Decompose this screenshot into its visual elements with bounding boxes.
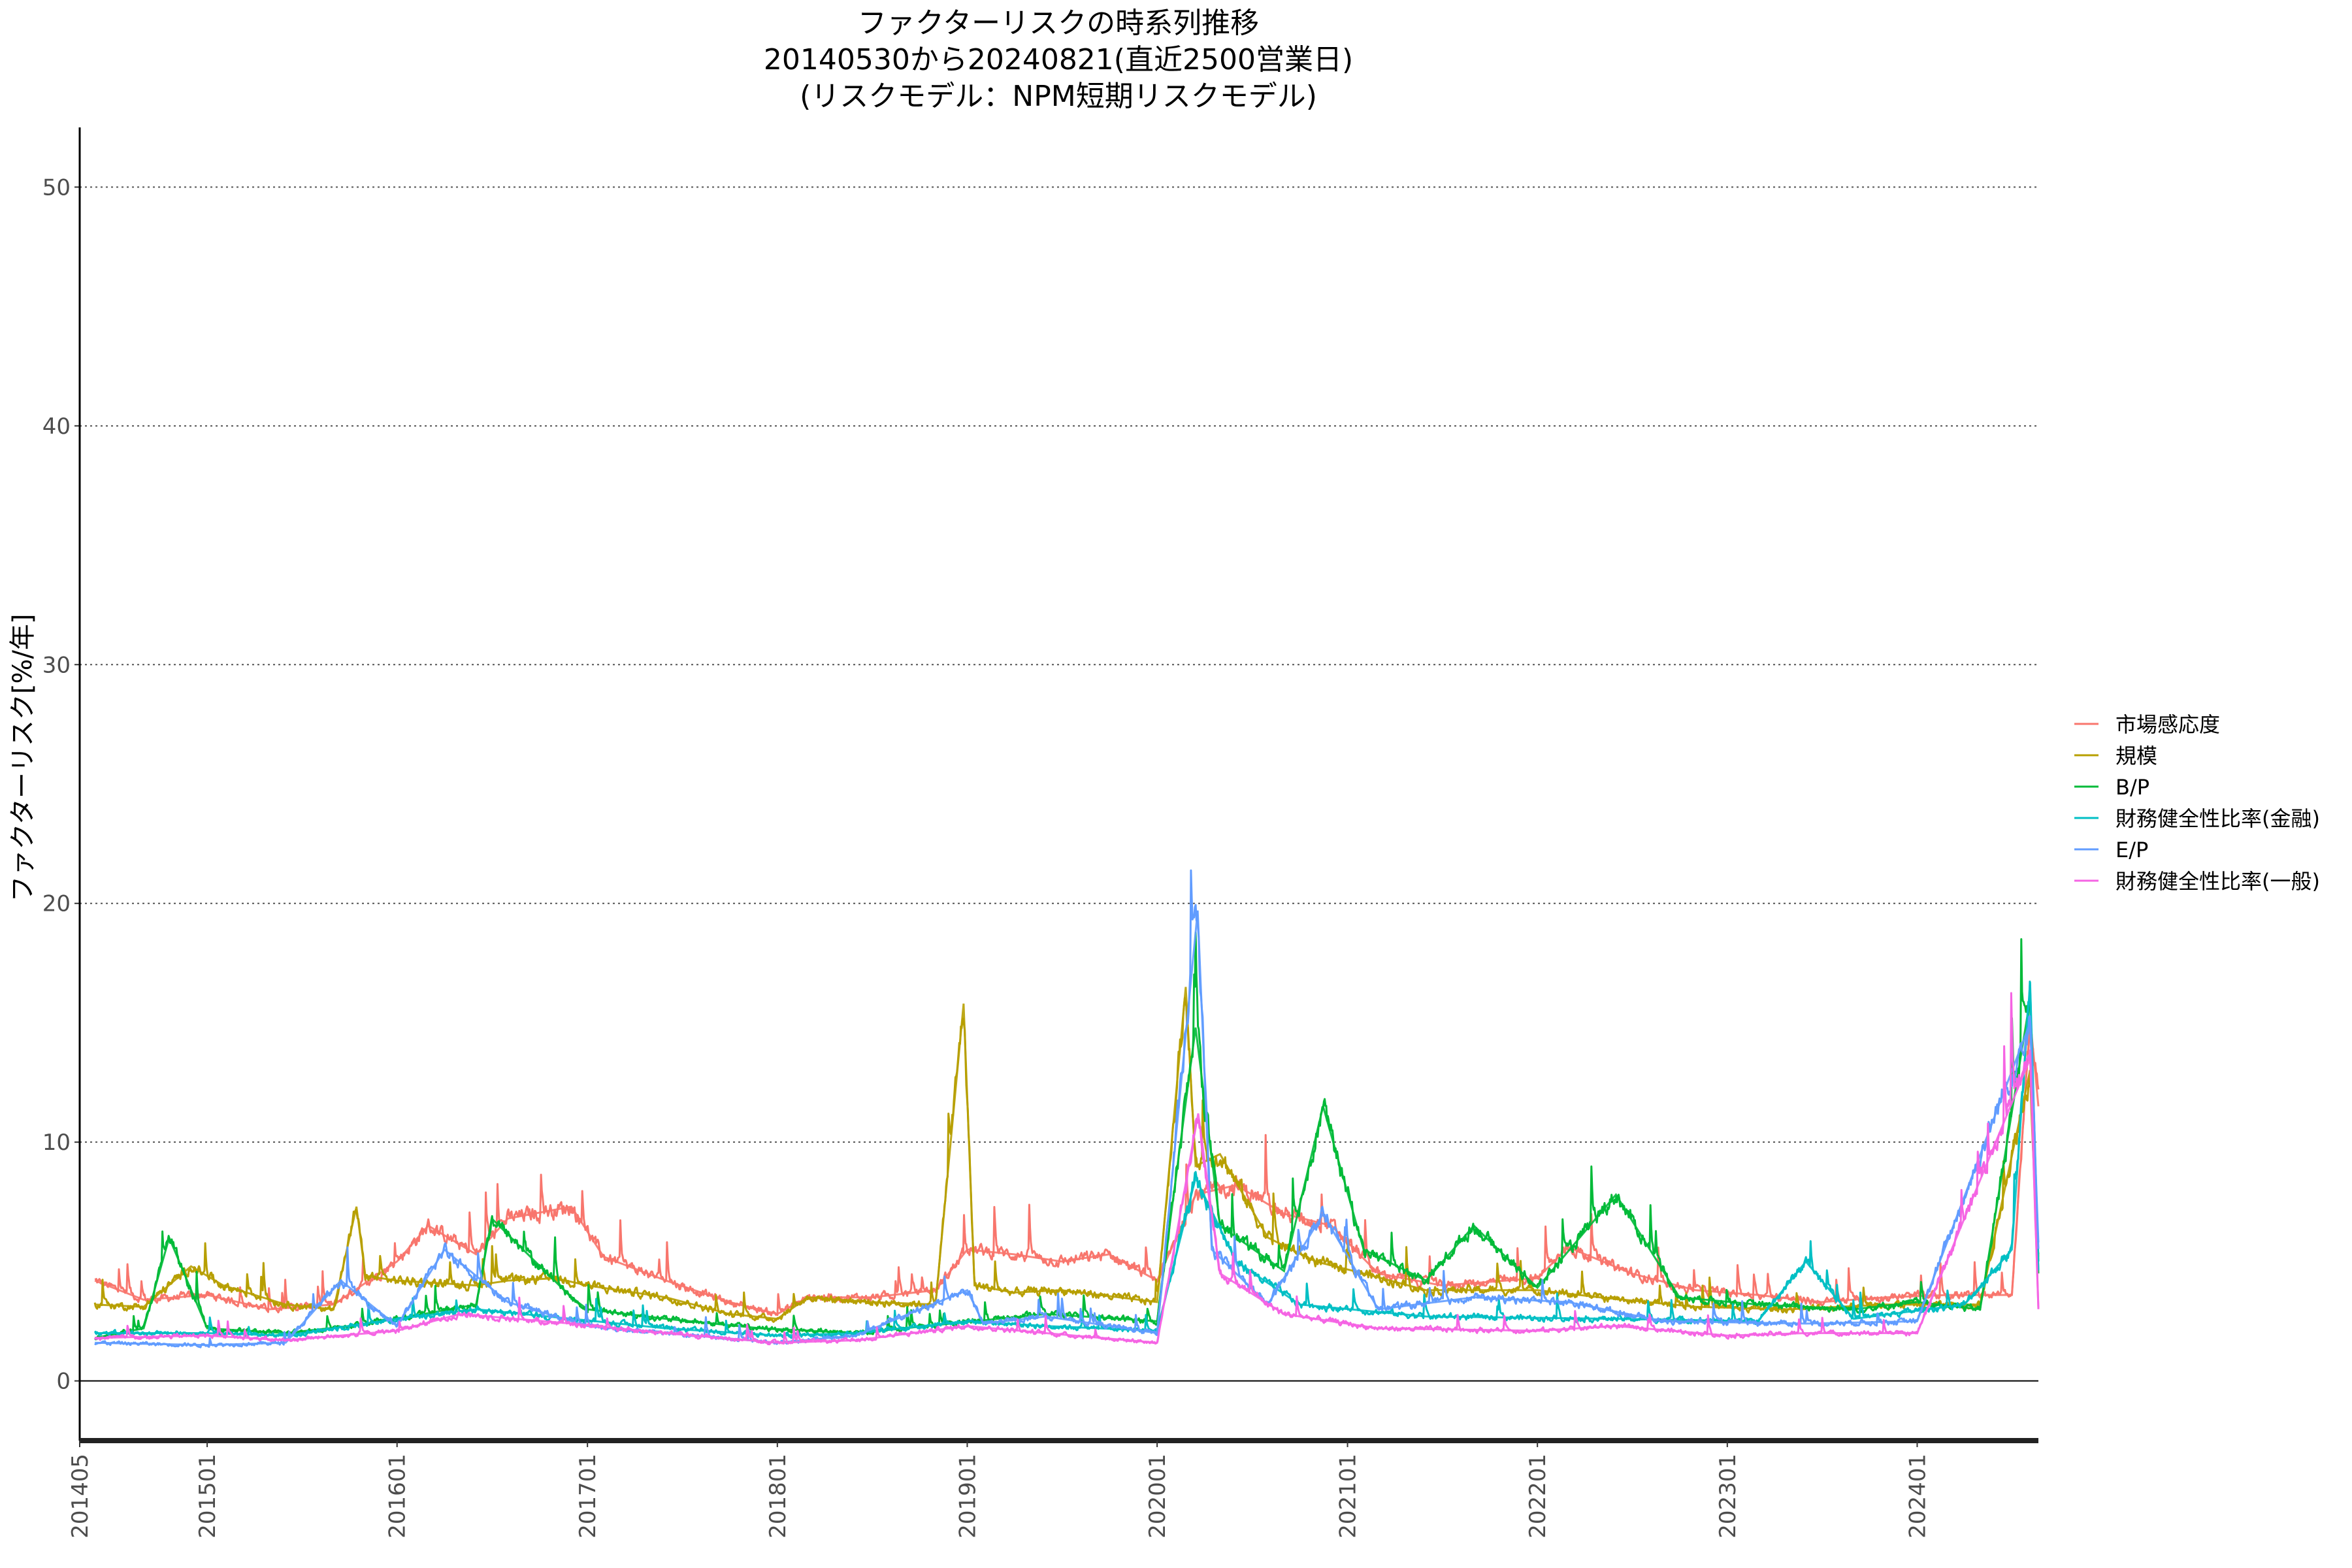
legend-label: 規模: [2115, 743, 2157, 768]
x-tick-label: 201601: [385, 1454, 411, 1539]
y-tick-label: 50: [42, 174, 71, 201]
chart-title: ファクターリスクの時系列推移 20140530から20240821(直近2500…: [764, 7, 1353, 113]
plot-area: [93, 869, 2040, 1348]
series-trend-1: [95, 987, 2040, 1320]
x-tick-label: 201801: [765, 1454, 791, 1539]
legend-label: 市場感応度: [2115, 712, 2220, 737]
series-line-3: [93, 980, 2040, 1339]
x-tick-label: 202301: [1715, 1454, 1741, 1539]
series-trend-0: [94, 1017, 2040, 1315]
x-tick-label: 201901: [955, 1454, 981, 1539]
y-tick-label: 0: [56, 1369, 71, 1395]
legend-label: 財務健全性比率(一般): [2115, 869, 2320, 894]
x-tick-label: 201701: [575, 1454, 601, 1539]
y-axis-label: ファクターリスク[%/年]: [8, 613, 38, 902]
series-trend-2: [94, 998, 2040, 1339]
x-tick-label: 202201: [1525, 1454, 1551, 1539]
legend-item: 財務健全性比率(一般): [2074, 869, 2320, 894]
series-trend-5: [95, 1058, 2040, 1344]
y-tick-label: 40: [42, 414, 71, 440]
x-tick-label: 202401: [1905, 1454, 1931, 1539]
legend-label: E/P: [2115, 838, 2148, 862]
series-trend-3: [95, 982, 2040, 1337]
x-tick-label: 202001: [1145, 1454, 1171, 1539]
legend-item: 財務健全性比率(金融): [2074, 806, 2320, 831]
title-line-2: 20140530から20240821(直近2500営業日): [764, 43, 1353, 76]
y-tick-label: 30: [42, 652, 71, 678]
series-line-0: [94, 1019, 2040, 1316]
x-tick-label: 201501: [195, 1454, 221, 1539]
legend-item: B/P: [2074, 775, 2149, 800]
x-tick-label: 201405: [67, 1454, 93, 1539]
title-line-3: (リスクモデル：NPM短期リスクモデル): [800, 80, 1317, 113]
x-tick-label: 202101: [1335, 1454, 1362, 1539]
y-tick-label: 10: [42, 1130, 71, 1156]
y-tick-label: 20: [42, 891, 71, 917]
x-axis-ticks: 201405 201501 201601 201701 201801 201901 2020…: [67, 1441, 1931, 1539]
legend-label: 財務健全性比率(金融): [2115, 806, 2320, 831]
legend-item: E/P: [2074, 838, 2148, 862]
legend-item: 規模: [2074, 743, 2157, 768]
y-axis-ticks: 0 10 20 30 40 50: [42, 174, 80, 1395]
axes: [78, 127, 2038, 1443]
legend-label: B/P: [2115, 775, 2149, 800]
gridlines: [80, 186, 2038, 1382]
title-line-1: ファクターリスクの時系列推移: [858, 7, 1259, 40]
legend-item: 市場感応度: [2074, 712, 2220, 737]
